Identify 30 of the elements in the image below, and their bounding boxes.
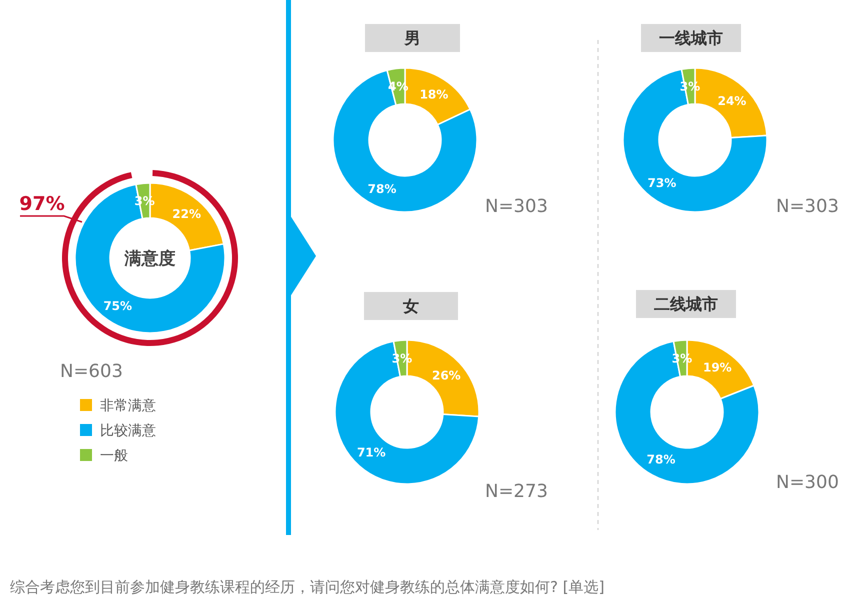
data-label: 71% — [356, 446, 386, 460]
text: 97% — [19, 193, 65, 215]
text: N=603 — [60, 361, 123, 382]
text: 满意度 — [124, 248, 176, 269]
data-label: 24% — [718, 94, 746, 108]
text: N=273 — [485, 481, 548, 502]
donut-slice — [74, 184, 226, 334]
legend-label: 一般 — [100, 448, 128, 464]
text: N=300 — [776, 472, 839, 493]
text: N=303 — [776, 196, 839, 217]
data-label: 18% — [420, 88, 448, 102]
data-label: 22% — [172, 206, 202, 221]
data-label: 75% — [103, 298, 132, 313]
donut-slice — [622, 68, 768, 213]
chart-title: 男 — [404, 28, 420, 48]
text: 综合考虑您到目前参加健身教练课程的经历，请问您对健身教练的总体满意度如何? [单选] — [10, 578, 604, 596]
chart-title: 一线城市 — [659, 28, 723, 48]
data-label: 78% — [646, 452, 676, 467]
data-label: 26% — [432, 368, 461, 382]
chart-title: 女 — [402, 296, 419, 316]
data-label: 73% — [648, 176, 676, 190]
data-label: 78% — [368, 182, 396, 196]
legend-label: 比较满意 — [100, 422, 156, 439]
legend-label: 非常满意 — [100, 398, 156, 414]
chart-title: 二线城市 — [654, 294, 718, 314]
data-label: 19% — [702, 360, 732, 375]
donut-slice — [614, 340, 760, 485]
donut-slice — [334, 340, 480, 485]
text: N=303 — [485, 196, 548, 217]
donut-slice — [332, 70, 478, 213]
